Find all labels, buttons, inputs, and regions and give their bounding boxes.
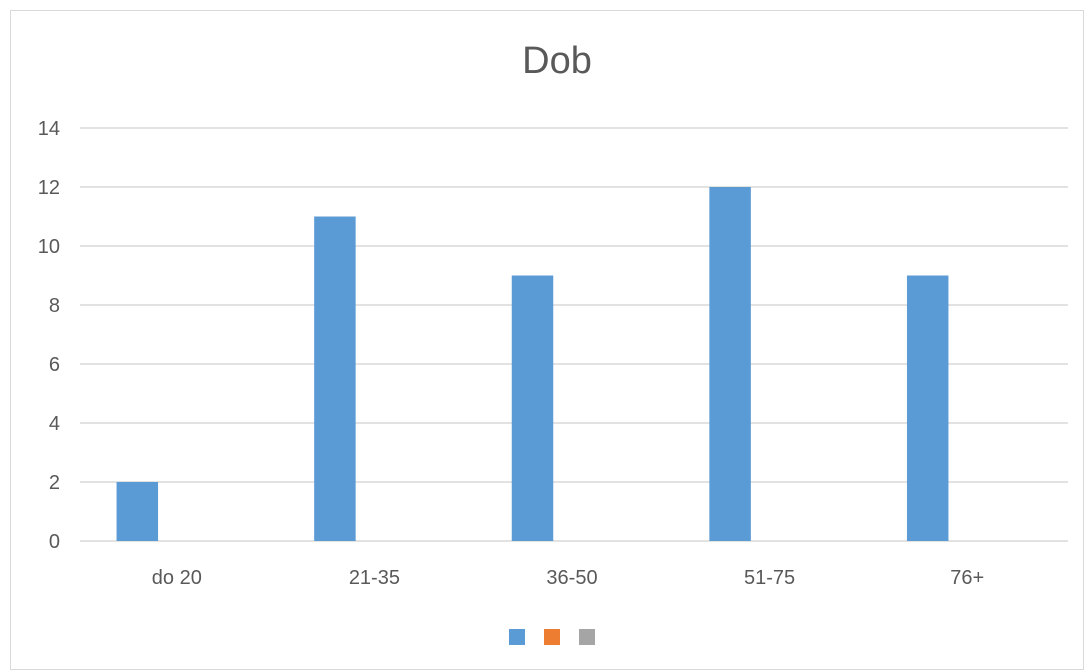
- legend-swatch: [544, 629, 560, 645]
- bar: [709, 187, 751, 541]
- x-tick-label: 36-50: [546, 567, 597, 589]
- legend-swatch: [579, 629, 595, 645]
- y-tick-label: 10: [38, 236, 60, 258]
- x-tick-label: 76+: [950, 567, 984, 589]
- y-tick-label: 0: [49, 531, 60, 553]
- y-tick-label: 14: [38, 118, 60, 140]
- x-tick-label: do 20: [152, 567, 202, 589]
- y-tick-label: 2: [49, 472, 60, 494]
- x-tick-label: 51-75: [744, 567, 795, 589]
- bar: [116, 482, 159, 541]
- bar: [511, 275, 554, 541]
- y-tick-label: 12: [38, 177, 60, 199]
- y-tick-label: 4: [49, 413, 60, 435]
- bar: [314, 216, 356, 541]
- y-tick-label: 8: [49, 295, 60, 317]
- x-tick-label: 21-35: [349, 567, 400, 589]
- bar: [906, 275, 949, 541]
- y-tick-label: 6: [49, 354, 60, 376]
- chart-title: Dob: [522, 40, 592, 82]
- legend-swatch: [509, 629, 525, 645]
